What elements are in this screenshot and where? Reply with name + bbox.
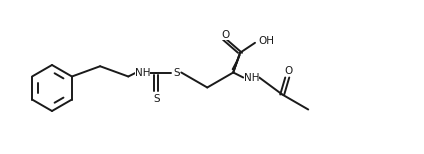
Text: O: O — [221, 30, 229, 40]
Text: O: O — [284, 65, 293, 75]
Text: NH: NH — [243, 73, 259, 83]
Text: OH: OH — [258, 36, 274, 46]
Polygon shape — [232, 55, 240, 69]
Text: NH: NH — [134, 67, 150, 77]
Text: S: S — [173, 67, 180, 77]
Text: S: S — [153, 93, 159, 103]
